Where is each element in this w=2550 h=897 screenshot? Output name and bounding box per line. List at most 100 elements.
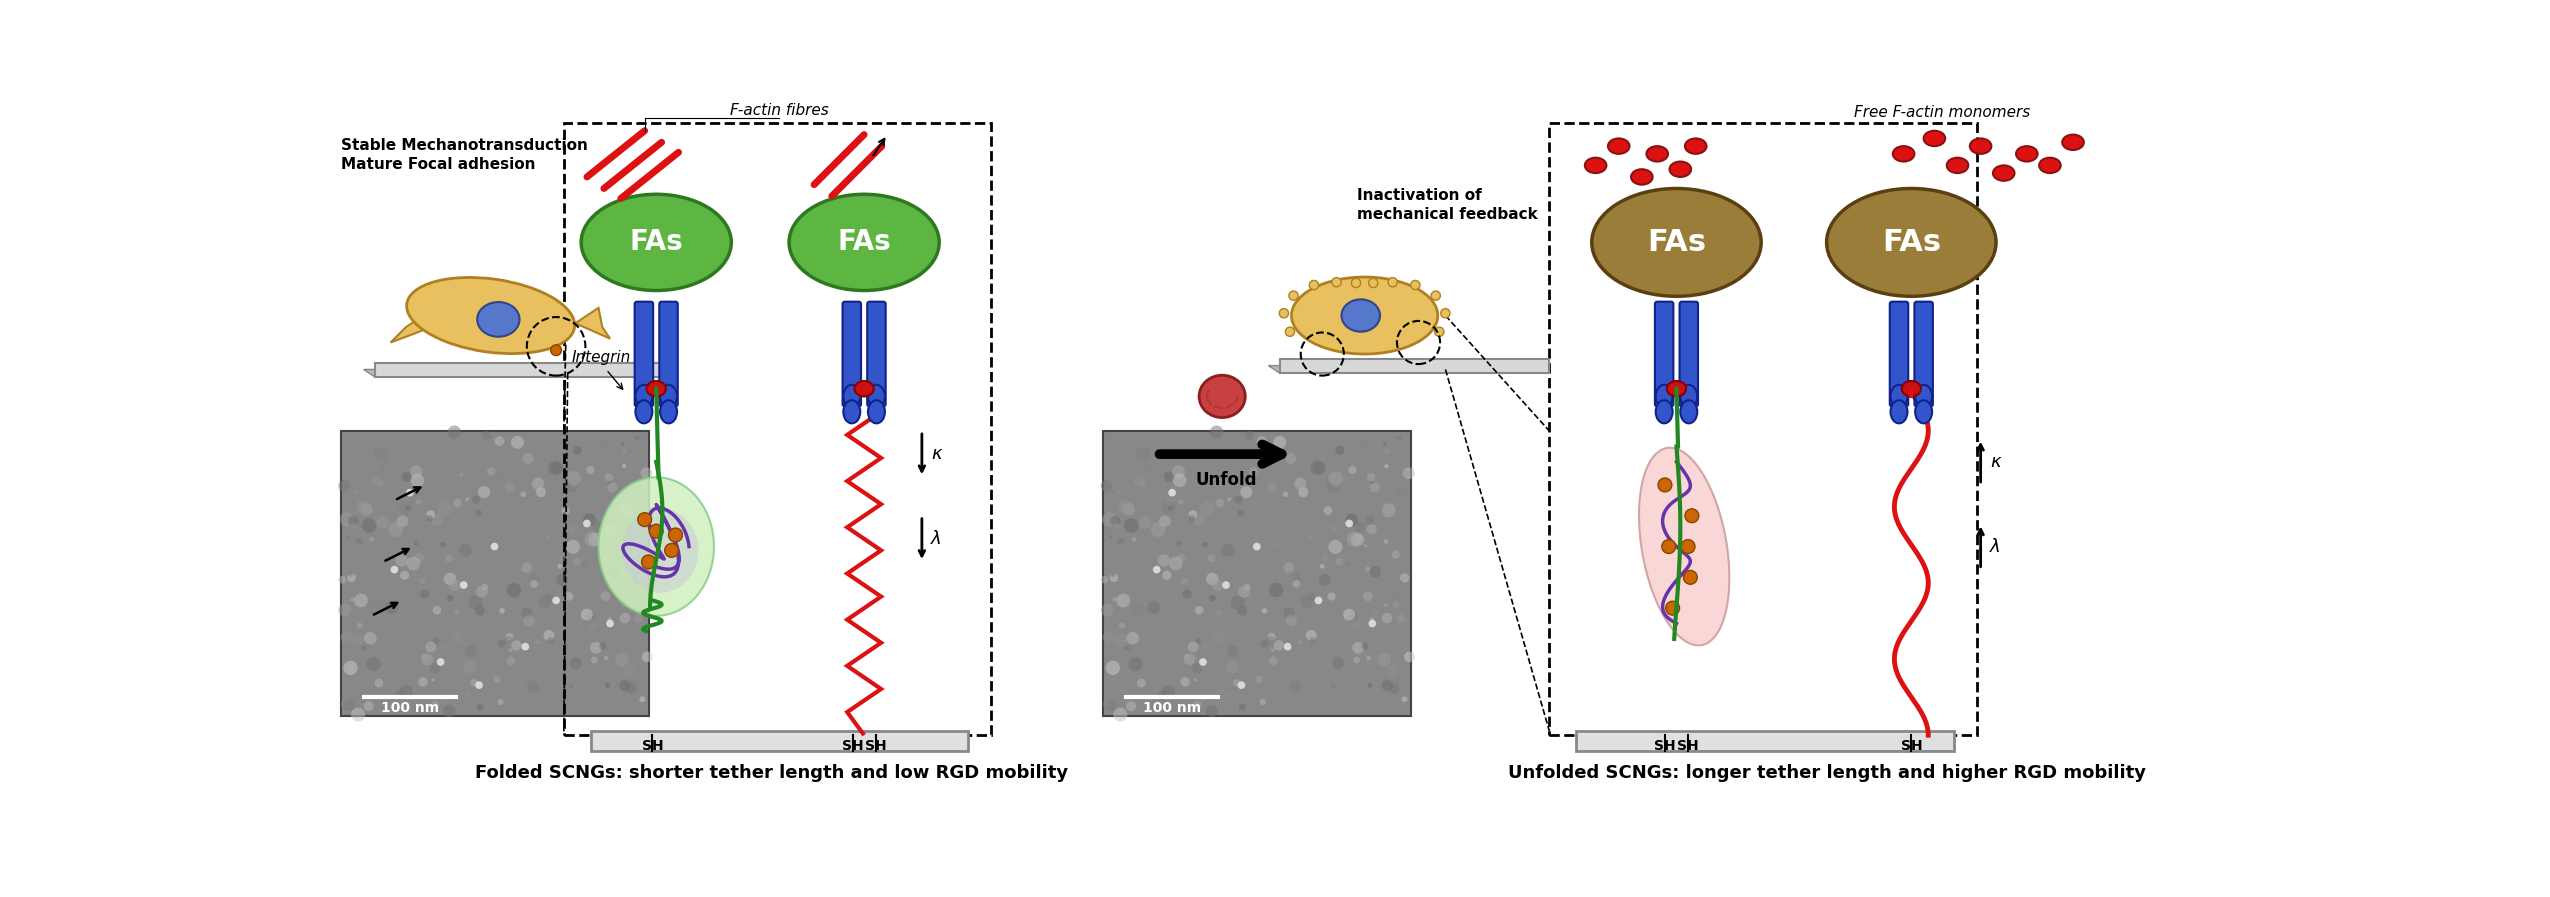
Ellipse shape <box>1640 448 1729 646</box>
Circle shape <box>620 503 632 518</box>
Circle shape <box>431 514 444 526</box>
Text: SH: SH <box>842 739 864 753</box>
Circle shape <box>497 699 502 705</box>
Circle shape <box>395 691 405 701</box>
Circle shape <box>357 500 370 513</box>
Circle shape <box>1283 643 1290 650</box>
Bar <box>1576 731 1953 751</box>
Circle shape <box>1173 466 1186 478</box>
Circle shape <box>1127 701 1137 711</box>
Circle shape <box>431 678 434 682</box>
Circle shape <box>632 486 645 498</box>
Bar <box>1102 431 1410 716</box>
Circle shape <box>1283 492 1288 497</box>
Ellipse shape <box>1341 300 1380 332</box>
Circle shape <box>398 516 408 527</box>
Circle shape <box>1239 586 1250 597</box>
Ellipse shape <box>581 195 732 291</box>
Ellipse shape <box>660 400 676 423</box>
Circle shape <box>507 538 518 550</box>
Circle shape <box>416 499 421 504</box>
Circle shape <box>451 631 464 643</box>
Circle shape <box>497 640 505 648</box>
Circle shape <box>1158 554 1170 567</box>
Circle shape <box>377 480 385 487</box>
Ellipse shape <box>1670 161 1691 177</box>
Circle shape <box>530 573 538 582</box>
Circle shape <box>477 586 487 597</box>
Circle shape <box>630 601 638 608</box>
Circle shape <box>1346 614 1359 623</box>
Ellipse shape <box>867 400 885 423</box>
Circle shape <box>1346 532 1362 546</box>
Circle shape <box>520 643 530 650</box>
Circle shape <box>507 657 515 666</box>
Text: SH: SH <box>1678 739 1698 753</box>
Circle shape <box>1270 583 1283 597</box>
FancyBboxPatch shape <box>635 301 653 406</box>
Circle shape <box>436 658 444 666</box>
Circle shape <box>561 492 566 499</box>
Circle shape <box>574 558 581 565</box>
Circle shape <box>360 640 370 650</box>
Circle shape <box>528 680 541 693</box>
Bar <box>375 363 660 377</box>
Ellipse shape <box>635 400 653 423</box>
Circle shape <box>1239 632 1242 636</box>
Circle shape <box>564 478 579 492</box>
Circle shape <box>1102 576 1109 583</box>
Circle shape <box>1104 700 1117 711</box>
Circle shape <box>1181 578 1188 585</box>
Circle shape <box>385 695 388 699</box>
Circle shape <box>643 651 653 662</box>
Circle shape <box>599 442 607 449</box>
Circle shape <box>622 604 625 607</box>
Circle shape <box>347 536 349 539</box>
Circle shape <box>1385 539 1387 544</box>
Circle shape <box>505 483 515 492</box>
Circle shape <box>469 596 482 610</box>
Ellipse shape <box>1994 165 2015 181</box>
Circle shape <box>1344 609 1354 621</box>
Ellipse shape <box>1915 385 1933 408</box>
Circle shape <box>400 570 408 580</box>
Circle shape <box>558 564 564 569</box>
Circle shape <box>1321 553 1329 562</box>
Circle shape <box>1352 642 1364 654</box>
Circle shape <box>385 601 398 614</box>
Ellipse shape <box>1680 385 1698 408</box>
Circle shape <box>464 645 477 657</box>
Circle shape <box>638 513 653 527</box>
Circle shape <box>1227 692 1232 696</box>
Circle shape <box>1201 695 1206 701</box>
Circle shape <box>1232 679 1242 687</box>
Circle shape <box>1191 663 1204 674</box>
Circle shape <box>505 636 513 644</box>
Circle shape <box>607 609 617 619</box>
Circle shape <box>1397 436 1402 441</box>
Text: Free F-actin monomers: Free F-actin monomers <box>1854 105 2030 120</box>
Circle shape <box>1364 516 1374 525</box>
Ellipse shape <box>1198 375 1244 418</box>
Circle shape <box>1158 691 1168 701</box>
Circle shape <box>446 595 454 602</box>
Circle shape <box>1331 526 1336 532</box>
Circle shape <box>604 683 609 688</box>
Ellipse shape <box>1609 138 1629 154</box>
Ellipse shape <box>477 302 520 336</box>
Circle shape <box>1285 615 1298 626</box>
Circle shape <box>1125 646 1130 651</box>
Circle shape <box>1209 595 1216 602</box>
Circle shape <box>1318 574 1331 586</box>
Circle shape <box>347 516 357 527</box>
Circle shape <box>487 467 495 475</box>
Circle shape <box>1188 510 1196 518</box>
Circle shape <box>1227 645 1239 657</box>
Circle shape <box>1280 309 1288 318</box>
Circle shape <box>411 466 423 478</box>
Circle shape <box>604 524 615 535</box>
Ellipse shape <box>599 477 714 616</box>
Circle shape <box>1232 596 1244 610</box>
Circle shape <box>449 579 462 591</box>
Circle shape <box>1308 535 1313 538</box>
